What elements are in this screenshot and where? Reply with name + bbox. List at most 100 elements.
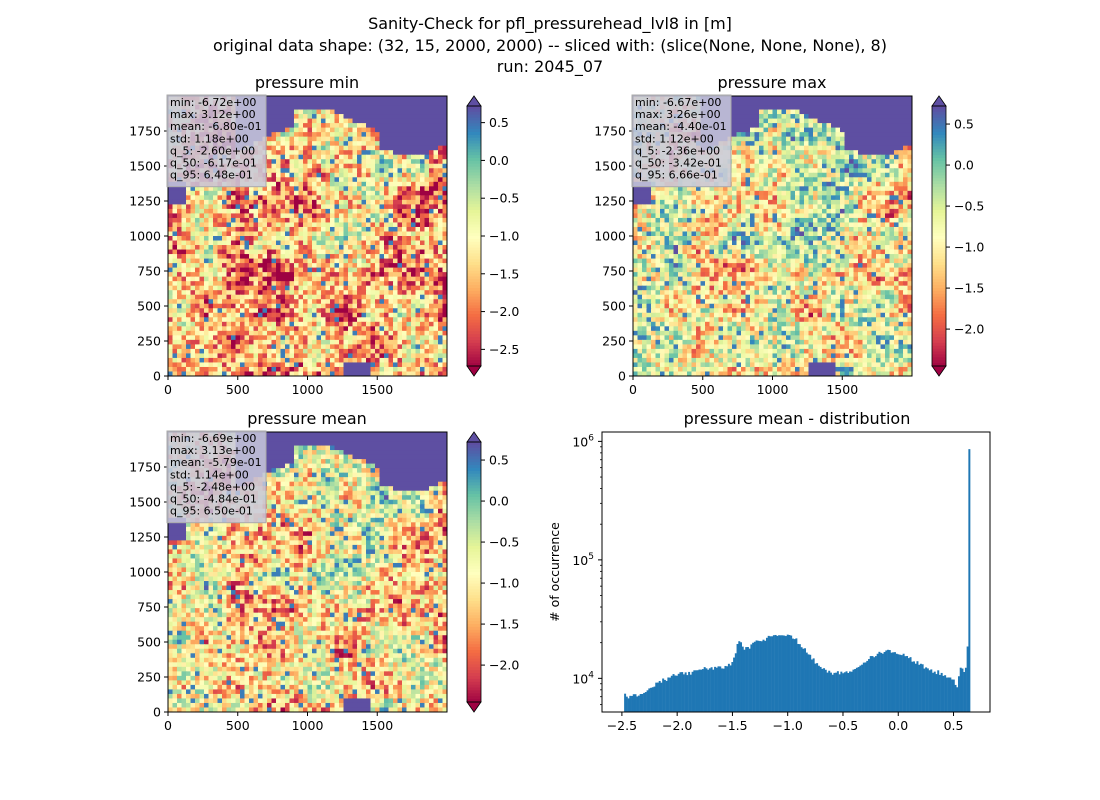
heatmap-cell (384, 226, 390, 233)
heatmap-cell (186, 321, 192, 327)
stats-line: min: -6.72e+00 (170, 96, 256, 109)
heatmap-cell (334, 249, 340, 255)
heatmap-cell (262, 335, 268, 341)
heatmap-cell (817, 150, 823, 156)
heatmap-cell (781, 154, 787, 160)
heatmap-cell (177, 276, 183, 282)
heatmap-cell (289, 339, 295, 345)
heatmap-cell (388, 371, 394, 376)
heatmap-cell (357, 136, 363, 142)
heatmap-cell (406, 195, 412, 201)
heatmap-cell (289, 208, 295, 215)
heatmap-cell (325, 254, 331, 260)
heatmap-cell (406, 177, 412, 183)
heatmap-cell (388, 213, 394, 219)
heatmap-cell (808, 100, 814, 106)
heatmap-cell (280, 222, 286, 228)
heatmap-cell (325, 290, 331, 296)
heatmap-cell (244, 339, 250, 345)
heatmap-cell (330, 168, 336, 174)
heatmap-cell (429, 168, 435, 174)
heatmap-cell (768, 163, 774, 169)
heatmap-cell (208, 190, 214, 196)
heatmap-cell (433, 127, 439, 133)
heatmap-cell (424, 344, 430, 350)
heatmap-cell (177, 299, 183, 305)
heatmap-cell (420, 190, 426, 196)
heatmap-cell (181, 186, 187, 192)
heatmap-cell (424, 299, 430, 305)
heatmap-cell (777, 136, 783, 142)
heatmap-cell (366, 308, 372, 314)
heatmap-cell (357, 348, 363, 355)
heatmap-cell (334, 339, 340, 345)
heatmap-cell (280, 245, 286, 251)
heatmap-cell (321, 109, 327, 115)
heatmap-cell (352, 136, 358, 142)
heatmap-cell (285, 222, 291, 228)
heatmap-cell (249, 254, 255, 260)
heatmap-cell (271, 136, 277, 142)
heatmap-cell (334, 226, 340, 233)
heatmap-cell (759, 118, 765, 124)
heatmap-cell (307, 109, 313, 115)
heatmap-cell (442, 136, 447, 142)
heatmap-cell (298, 258, 304, 264)
heatmap-cell (406, 136, 412, 142)
heatmap-cell (312, 299, 318, 305)
heatmap-cell (442, 258, 447, 264)
heatmap-cell (240, 190, 246, 196)
heatmap-cell (204, 321, 210, 327)
heatmap-cell (330, 321, 336, 327)
colorbar-segment (467, 195, 481, 200)
heatmap-cell (375, 285, 381, 291)
heatmap-cell (420, 226, 426, 233)
colorbar-segment (467, 169, 481, 174)
heatmap-cell (208, 281, 214, 287)
heatmap-cell (853, 141, 859, 147)
heatmap-cell (294, 199, 300, 205)
heatmap-cell (357, 177, 363, 183)
heatmap-cell (177, 186, 183, 192)
heatmap-cell (894, 150, 900, 156)
heatmap-cell (840, 109, 846, 115)
heatmap-cell (411, 204, 417, 210)
heatmap-cell (745, 154, 751, 160)
heatmap-cell (736, 96, 742, 102)
heatmap-cell (280, 285, 286, 291)
heatmap-cell (280, 326, 286, 332)
heatmap-cell (366, 321, 372, 327)
heatmap-cell (352, 109, 358, 115)
heatmap-cell (307, 281, 313, 287)
heatmap-cell (244, 335, 250, 341)
heatmap-cell (294, 150, 300, 156)
heatmap-cell (411, 263, 417, 269)
heatmap-cell (759, 100, 765, 106)
heatmap-cell (402, 186, 408, 192)
heatmap-cell (253, 362, 259, 368)
heatmap-cell (889, 123, 895, 129)
colorbar-segment (467, 288, 481, 292)
heatmap-cell (799, 96, 805, 102)
heatmap-cell (379, 339, 385, 345)
heatmap-cell (835, 118, 841, 124)
colorbar-extend-max (466, 95, 482, 107)
heatmap-cell (199, 308, 205, 314)
heatmap-cell (307, 308, 313, 314)
heatmap-cell (258, 231, 264, 237)
heatmap-cell (352, 285, 358, 291)
colorbar-segment (467, 259, 481, 263)
heatmap-cell (334, 366, 340, 373)
heatmap-cell (298, 330, 304, 336)
heatmap-cell (424, 204, 430, 210)
heatmap-cell (741, 127, 747, 133)
heatmap-cell (357, 145, 363, 151)
colorbar-segment (467, 319, 481, 324)
heatmap-cell (736, 123, 742, 129)
heatmap-cell (831, 163, 837, 169)
heatmap-cell (411, 317, 417, 323)
heatmap-cell (244, 362, 250, 368)
heatmap-cell (411, 154, 417, 160)
heatmap-cell (280, 294, 286, 300)
